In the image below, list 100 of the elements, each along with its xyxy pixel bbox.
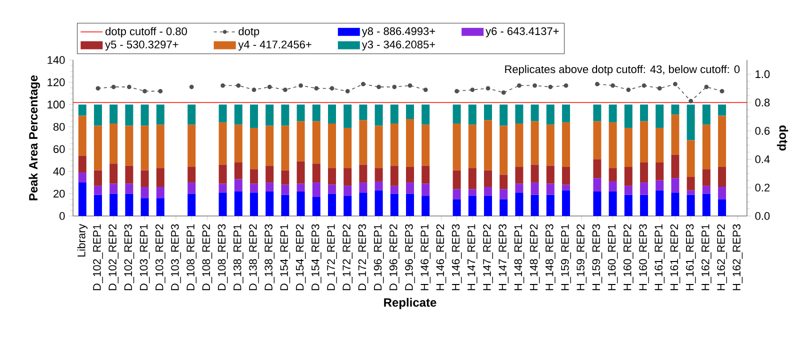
bar xyxy=(686,190,695,195)
point xyxy=(501,90,506,95)
bar xyxy=(468,104,476,125)
bar xyxy=(218,164,227,184)
bar xyxy=(94,194,102,216)
legend-label: y3 - 346.2085+ xyxy=(362,40,436,51)
bar xyxy=(125,184,134,194)
bar xyxy=(406,194,414,216)
bar xyxy=(94,170,102,186)
bar xyxy=(156,104,164,125)
bar xyxy=(686,140,695,177)
bar xyxy=(468,189,476,196)
bar xyxy=(422,104,430,125)
point xyxy=(330,86,334,91)
bar xyxy=(110,104,118,124)
point xyxy=(126,84,132,90)
bar xyxy=(94,126,102,170)
bar xyxy=(562,166,570,185)
bar xyxy=(156,124,164,168)
x-tick-label: D_138_REP2 xyxy=(249,224,259,290)
bar xyxy=(344,168,352,186)
bar xyxy=(671,104,680,115)
y-tick-label: 60 xyxy=(54,145,65,154)
bar xyxy=(328,184,336,194)
bar xyxy=(110,184,118,194)
x-tick-label: H_162_REP3 xyxy=(732,224,743,290)
bar xyxy=(344,196,352,216)
bar xyxy=(702,186,710,194)
bar xyxy=(218,184,227,193)
point xyxy=(220,83,225,88)
x-tick-label: D_108_REP2 xyxy=(202,224,212,290)
point xyxy=(486,86,490,91)
bar xyxy=(359,120,368,165)
point xyxy=(673,82,678,86)
bar xyxy=(515,166,524,184)
point xyxy=(96,86,100,91)
bar xyxy=(140,104,149,126)
bar xyxy=(656,128,664,163)
bar xyxy=(250,169,258,184)
x-tick-label: H_160_REP1 xyxy=(608,224,618,290)
point xyxy=(423,88,428,92)
x-tick-label: D_103_REP1 xyxy=(140,224,150,290)
x-tick-label: H_148_REP1 xyxy=(514,224,524,290)
point xyxy=(470,88,475,92)
bar xyxy=(390,186,398,194)
bar xyxy=(78,104,86,116)
bar xyxy=(656,104,664,128)
bar xyxy=(656,190,664,216)
bar xyxy=(593,178,602,192)
bar xyxy=(374,168,383,182)
point xyxy=(282,88,288,92)
bar xyxy=(452,124,461,170)
x-tick-label: D_172_REP3 xyxy=(358,224,368,290)
bar xyxy=(500,104,508,126)
x-tick-label: H_159_REP2 xyxy=(576,224,587,290)
x-tick-label: H_162_REP2 xyxy=(717,224,727,290)
bar xyxy=(390,104,398,124)
bar xyxy=(110,194,118,216)
bar xyxy=(125,166,134,184)
point xyxy=(158,88,163,94)
bar xyxy=(296,191,305,216)
bar xyxy=(218,104,227,122)
bar xyxy=(250,184,258,193)
x-tick-label: D_138_REP3 xyxy=(264,224,275,290)
legend-label: y4 - 417.2456+ xyxy=(238,40,312,51)
x-tick-label: H_147_REP2 xyxy=(483,224,493,290)
y2-tick-label: 1.0 xyxy=(756,70,770,78)
bar xyxy=(250,192,258,216)
bar xyxy=(546,194,554,216)
bar xyxy=(218,192,227,216)
bar xyxy=(718,104,726,116)
bar xyxy=(374,126,383,168)
bar xyxy=(656,162,664,180)
bar xyxy=(374,190,383,216)
bar xyxy=(266,191,274,216)
legend-label: y5 - 530.3297+ xyxy=(105,40,178,51)
bar xyxy=(530,121,539,165)
point xyxy=(360,82,366,86)
bar xyxy=(593,191,602,216)
point xyxy=(610,83,616,88)
annotation: Replicates above dotp cutoff: 43, below cutoff: 0 xyxy=(505,65,740,76)
x-tick-label: H_162_REP1 xyxy=(702,224,712,290)
bar xyxy=(188,182,196,194)
bar xyxy=(500,189,508,200)
bar xyxy=(452,189,461,200)
point xyxy=(142,88,147,94)
bar xyxy=(686,176,695,190)
point xyxy=(314,86,319,91)
x-tick-label: Library xyxy=(77,224,88,257)
bar xyxy=(312,197,320,216)
bar xyxy=(296,104,305,122)
point xyxy=(236,83,241,88)
bar xyxy=(608,122,617,168)
bar xyxy=(593,121,602,160)
bar xyxy=(125,104,134,126)
bar xyxy=(640,121,648,163)
legend-label: y8 - 886.4993+ xyxy=(362,27,436,38)
bar xyxy=(140,126,149,170)
bar xyxy=(702,104,710,125)
bar xyxy=(671,178,680,193)
